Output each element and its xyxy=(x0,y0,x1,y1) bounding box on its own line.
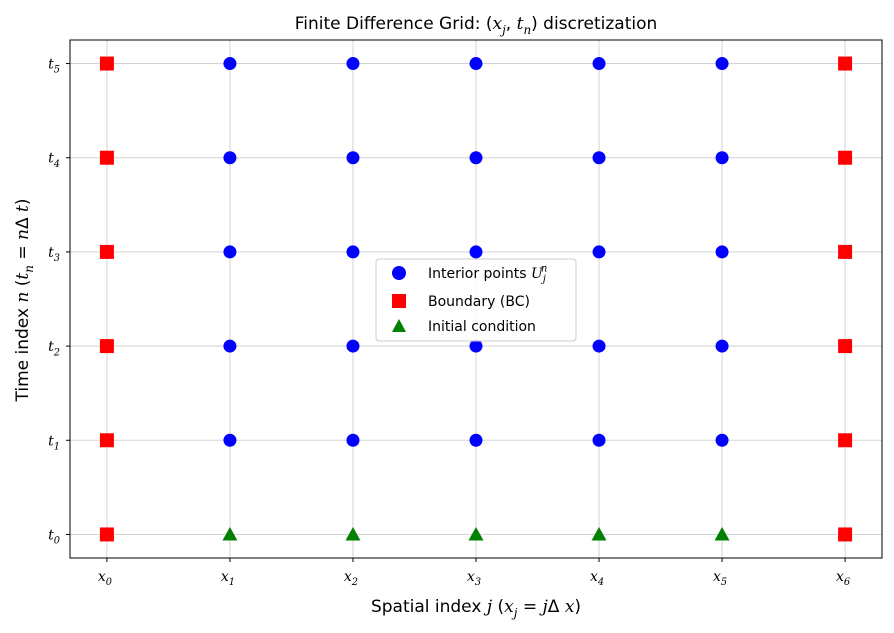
interior-point xyxy=(223,151,237,165)
interior-point xyxy=(469,339,483,353)
interior-point xyxy=(592,57,606,71)
interior-point xyxy=(592,151,606,165)
x-tick-label: x0​ xyxy=(98,569,112,588)
boundary-point xyxy=(838,339,853,354)
boundary-point xyxy=(99,339,114,354)
y-axis-label: Time index n (tn​ = nΔ t) xyxy=(13,199,36,403)
legend-circle-icon xyxy=(392,266,406,280)
legend-triangle-icon xyxy=(392,319,406,332)
initial-condition-point xyxy=(714,526,730,541)
x-tick-label: x6​ xyxy=(836,569,850,588)
interior-point xyxy=(715,245,729,259)
interior-point xyxy=(346,339,360,353)
y-tick-label: t4​ xyxy=(48,151,60,170)
initial-condition-point xyxy=(591,526,607,541)
interior-point xyxy=(592,433,606,447)
interior-point xyxy=(346,245,360,259)
x-tick-label: x2​ xyxy=(344,569,358,588)
interior-point xyxy=(346,151,360,165)
interior-point xyxy=(469,245,483,259)
interior-point xyxy=(223,57,237,71)
y-tick-label: t0​ xyxy=(48,527,60,546)
legend: Interior points Ujn​ Boundary (BC) Initial… xyxy=(375,258,577,342)
boundary-point xyxy=(838,56,853,71)
interior-point xyxy=(346,57,360,71)
y-tick-label: t2​ xyxy=(48,339,60,358)
interior-point xyxy=(469,151,483,165)
interior-point xyxy=(715,151,729,165)
boundary-point xyxy=(838,244,853,259)
interior-point xyxy=(592,245,606,259)
y-tick-label: t3​ xyxy=(48,245,60,264)
x-axis-label: Spatial index j (xj​ = jΔ x) xyxy=(371,597,581,620)
boundary-point xyxy=(99,150,114,165)
x-tick-label: x1​ xyxy=(221,569,235,588)
boundary-point xyxy=(99,433,114,448)
interior-point xyxy=(223,339,237,353)
x-tick-label: x4​ xyxy=(590,569,604,588)
interior-point xyxy=(715,57,729,71)
boundary-point xyxy=(838,527,853,542)
initial-condition-point xyxy=(468,526,484,541)
initial-condition-point xyxy=(222,526,238,541)
interior-point xyxy=(223,245,237,259)
chart-title: Finite Difference Grid: (xj​, tn​) discr… xyxy=(295,14,658,37)
boundary-point xyxy=(99,527,114,542)
interior-point xyxy=(592,339,606,353)
interior-point xyxy=(715,339,729,353)
legend-label: Initial condition xyxy=(428,319,536,335)
interior-point xyxy=(346,433,360,447)
initial-condition-point xyxy=(345,526,361,541)
interior-point xyxy=(469,433,483,447)
boundary-point xyxy=(99,56,114,71)
interior-point xyxy=(223,433,237,447)
boundary-point xyxy=(838,150,853,165)
legend-label: Boundary (BC) xyxy=(428,294,530,310)
legend-label: Interior points Ujn​ xyxy=(428,264,547,286)
boundary-point xyxy=(838,433,853,448)
legend-box xyxy=(375,258,577,342)
y-tick-label: t1​ xyxy=(48,433,60,452)
x-tick-label: x3​ xyxy=(467,569,481,588)
legend-square-icon xyxy=(392,294,406,308)
x-tick-label: x5​ xyxy=(713,569,727,588)
y-tick-label: t5​ xyxy=(48,57,60,76)
interior-point xyxy=(469,57,483,71)
interior-point xyxy=(715,433,729,447)
boundary-point xyxy=(99,244,114,259)
